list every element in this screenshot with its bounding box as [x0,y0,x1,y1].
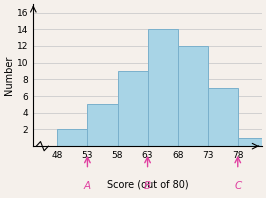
Text: B: B [144,181,151,191]
Bar [148,29,178,146]
Text: C: C [234,181,242,191]
Bar [178,46,208,146]
X-axis label: Score (out of 80): Score (out of 80) [107,179,188,189]
Text: A: A [84,181,91,191]
Bar [88,104,118,146]
Bar [57,129,88,146]
Y-axis label: Number: Number [4,55,14,95]
Bar [208,88,238,146]
Bar [118,71,148,146]
Bar [238,138,266,146]
